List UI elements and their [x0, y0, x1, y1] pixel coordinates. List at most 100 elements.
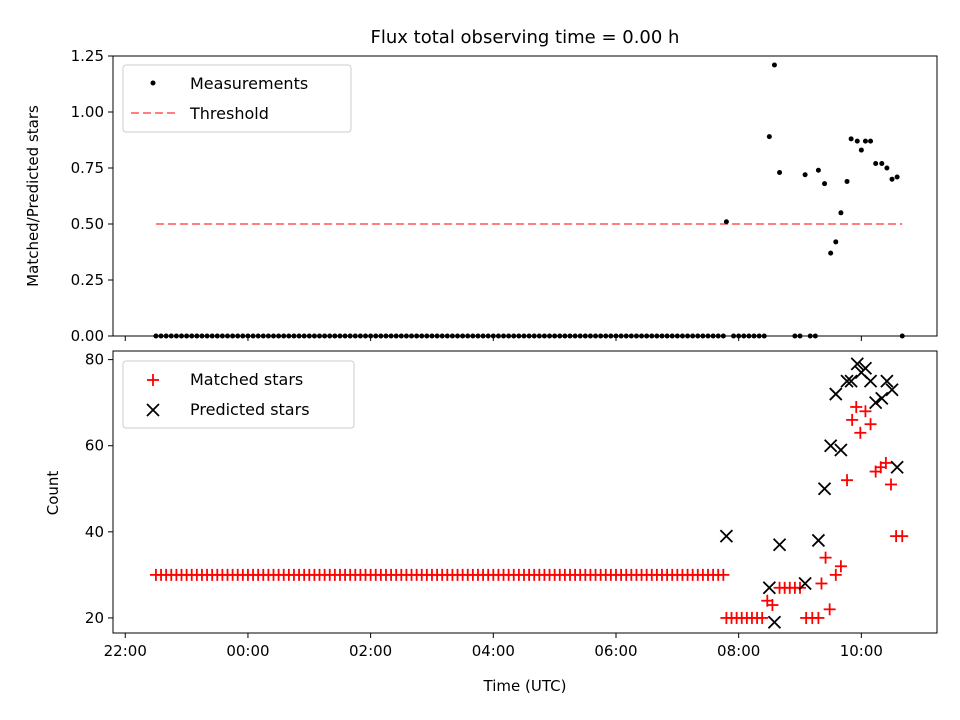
x-tick-label: 04:00 [472, 642, 515, 660]
top-y-tick-label: 0.25 [71, 271, 104, 289]
measurement-point [868, 138, 874, 144]
measurement-point [833, 239, 839, 245]
matched-star-marker [864, 418, 877, 431]
top-y-axis: 0.00 0.25 0.50 0.75 1.00 1.25 [71, 47, 113, 345]
top-panel: 0.00 0.25 0.50 0.75 1.00 1.25 Matched/Predict… [24, 47, 938, 345]
predicted-star-marker [875, 391, 889, 405]
matched-star-marker [834, 560, 847, 573]
predicted-star-marker [885, 383, 899, 397]
matched-star-marker [850, 400, 863, 413]
measurement-point [889, 176, 895, 182]
matched-star-marker [766, 599, 779, 612]
matched-star-marker [717, 568, 730, 581]
predicted-star-marker [829, 387, 843, 401]
matched-star-marker [846, 413, 859, 426]
measurement-point [854, 138, 860, 144]
predicted-stars-legend-label: Predicted stars [190, 400, 310, 419]
matched-stars-legend-label: Matched stars [190, 370, 303, 389]
measurement-point [873, 161, 879, 167]
predicted-star-marker [844, 374, 858, 388]
top-y-tick-label: 0.00 [71, 327, 104, 345]
measurement-point [844, 178, 850, 184]
predicted-star-marker [811, 533, 826, 548]
bottom-x-axis: 22:00 00:00 02:00 04:00 06:00 08:00 10:00 [104, 633, 883, 660]
measurements-legend-marker [150, 80, 156, 86]
predicted-star-marker [817, 482, 832, 496]
measurement-point [858, 147, 864, 153]
x-tick-label: 08:00 [717, 642, 760, 660]
measurement-point [862, 138, 868, 144]
measurement-point [815, 167, 821, 173]
top-y-tick-label: 0.75 [71, 159, 104, 177]
predicted-star-marker [840, 374, 854, 388]
measurement-point [766, 134, 772, 140]
predicted-star-marker [858, 361, 873, 375]
matched-star-marker [884, 478, 897, 491]
bottom-y-axis-label: Count [44, 471, 62, 516]
chart-title: Flux total observing time = 0.00 h [371, 27, 680, 48]
matched-star-marker [815, 577, 828, 590]
top-y-tick-label: 1.00 [71, 103, 104, 121]
measurement-point [771, 62, 777, 68]
bottom-y-axis: 20 40 60 80 [85, 351, 113, 627]
predicted-star-marker [834, 443, 848, 457]
measurement-point [848, 136, 854, 142]
matched-star-marker [756, 611, 769, 624]
measurement-point [822, 181, 828, 187]
measurements-legend-label: Measurements [190, 74, 308, 93]
measurement-point [838, 210, 844, 216]
top-legend[interactable]: Measurements Threshold [122, 64, 352, 133]
top-legend-box [122, 64, 352, 133]
matched-star-marker [841, 474, 854, 487]
top-x-ticks [124, 336, 862, 341]
bottom-y-tick-label: 60 [85, 437, 104, 455]
predicted-star-marker [762, 581, 776, 595]
top-plot-area [153, 62, 905, 339]
predicted-star-marker [850, 357, 864, 371]
matched-star-marker [823, 603, 836, 616]
top-y-axis-label: Matched/Predicted stars [24, 105, 42, 287]
predicted-star-marker [824, 439, 838, 453]
bottom-plot-area [149, 357, 909, 629]
matched-stars-legend-marker [147, 374, 159, 386]
bottom-y-tick-label: 80 [85, 351, 104, 369]
bottom-y-tick-label: 20 [85, 609, 104, 627]
matched-star-marker [859, 405, 872, 418]
measurement-point [879, 161, 885, 167]
x-tick-label: 22:00 [104, 642, 147, 660]
top-y-tick-label: 0.50 [71, 215, 104, 233]
predicted-star-marker [869, 396, 883, 410]
top-axes-frame [112, 55, 938, 337]
predicted-star-marker [890, 460, 904, 474]
x-tick-label: 10:00 [840, 642, 883, 660]
matched-star-marker [854, 426, 867, 439]
matched-star-marker [812, 611, 825, 624]
matched-star-marker [819, 551, 832, 564]
predicted-star-marker [772, 538, 787, 552]
bottom-axes-frame [112, 350, 938, 634]
predicted-star-marker [719, 529, 734, 543]
measurement-point [894, 174, 900, 180]
matched-star-marker [829, 568, 842, 581]
predicted-star-marker [798, 576, 812, 591]
bottom-y-tick-label: 40 [85, 523, 104, 541]
bottom-legend[interactable]: Matched stars Predicted stars [122, 360, 355, 429]
predicted-star-marker [767, 615, 782, 629]
threshold-legend-label: Threshold [189, 104, 269, 123]
predicted-star-marker [863, 374, 878, 388]
measurement-point [828, 250, 834, 256]
measurement-point [884, 165, 890, 171]
measurement-point [777, 169, 783, 175]
bottom-legend-box [122, 360, 355, 429]
measurement-point [802, 172, 808, 178]
predicted-star-marker [880, 374, 894, 388]
x-tick-label: 00:00 [226, 642, 269, 660]
predicted-stars-legend-marker [146, 403, 160, 417]
measurement-point [723, 219, 729, 225]
x-tick-label: 02:00 [349, 642, 392, 660]
x-tick-label: 06:00 [594, 642, 637, 660]
matched-star-marker [879, 456, 892, 469]
top-y-tick-label: 1.25 [71, 47, 104, 65]
matched-star-marker [896, 530, 909, 543]
